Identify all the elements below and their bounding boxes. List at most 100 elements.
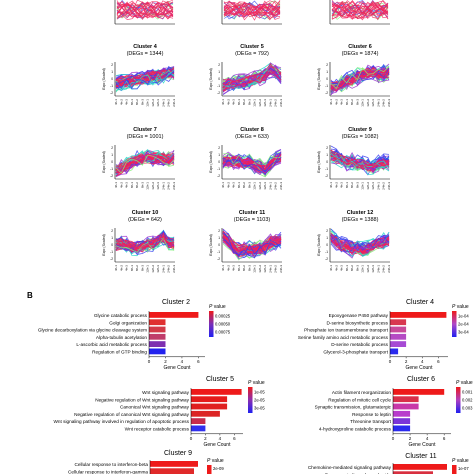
y-axis-label: Expr.(Scaled) <box>209 151 213 173</box>
x-tick-label: 4h-3 <box>340 182 344 188</box>
legend-tick-label: 2e-09 <box>213 466 224 471</box>
go-term-label: Glycerol-3-phosphate transport <box>323 350 388 355</box>
x-tick-label: 12h-3 <box>371 182 375 190</box>
expression-line <box>116 0 174 18</box>
expression-line <box>116 3 174 19</box>
bar <box>390 319 407 326</box>
x-axis-label: Gene Count <box>204 442 232 448</box>
cluster-deg-count: (DEGs = 1874) <box>342 51 379 57</box>
legend-tick-label: 0.00025 <box>215 314 231 319</box>
x-tick-label: 4h-1 <box>114 99 118 105</box>
y-tick-label: 2 <box>326 146 328 150</box>
y-tick-label: -1 <box>325 84 328 88</box>
go-term-label: Wnt signaling pathway <box>142 390 190 395</box>
cluster-panel: Cluster 6(DEGs = 1874) Expr.(Scaled) 2 1 0 -1… <box>317 44 391 107</box>
expression-line <box>223 1 281 20</box>
x-tick-label: 0 <box>190 436 193 441</box>
x-tick-label: 12h-1 <box>146 99 150 107</box>
x-tick-label: 24h-1 <box>376 99 380 107</box>
x-axis-label: Gene Count <box>409 442 437 448</box>
expression-line <box>115 154 175 174</box>
legend-title: P value <box>209 304 226 310</box>
x-tick-label: 4h-3 <box>125 182 129 188</box>
expression-line <box>222 72 282 89</box>
expression-line <box>222 156 282 171</box>
go-term-label: Epoxygenase P450 pathway <box>329 313 389 318</box>
panel-a-top-row-partial <box>114 0 390 25</box>
expression-line <box>331 1 389 20</box>
y-tick-label: -2 <box>325 174 328 178</box>
cluster-deg-count: (DEGs = 1001) <box>127 134 164 140</box>
y-axis-label: Expr.(Scaled) <box>209 234 213 256</box>
y-tick-label: -2 <box>217 174 220 178</box>
expression-line <box>222 73 282 86</box>
y-tick-label: -2 <box>110 174 113 178</box>
y-tick-label: 0 <box>111 160 113 164</box>
y-axis-label: Expr.(Scaled) <box>209 68 213 90</box>
x-tick-label: 12h-3 <box>371 265 375 273</box>
go-term-label: D-serine metabolic process <box>331 342 388 347</box>
expression-line <box>222 237 281 251</box>
x-tick-label: 24h-3 <box>387 182 391 190</box>
x-tick-label: 24h-2 <box>274 99 278 107</box>
bar <box>149 333 166 340</box>
x-tick-label: 4 <box>181 359 184 364</box>
barplot-title: Cluster 11 <box>405 453 436 460</box>
bar <box>393 464 447 470</box>
x-tick-label: 24h-1 <box>268 182 272 190</box>
y-tick-label: -2 <box>325 91 328 95</box>
x-tick-label: 6 <box>233 436 236 441</box>
legend-colorbar <box>209 311 214 337</box>
expression-line <box>330 239 390 253</box>
x-tick-label: 2 <box>405 359 408 364</box>
x-tick-label: 24h-1 <box>268 265 272 273</box>
legend-tick-label: 1e-05 <box>254 390 265 395</box>
go-term-label: Glycine catabolic process <box>94 313 148 318</box>
x-tick-label: 4h-3 <box>232 265 236 271</box>
y-tick-label: -1 <box>110 250 113 254</box>
y-tick-label: 2 <box>218 229 220 233</box>
y-tick-label: 0 <box>326 77 328 81</box>
x-tick-label: 4h-2 <box>119 182 123 188</box>
y-tick-label: 1 <box>326 70 328 74</box>
expression-line <box>222 156 282 175</box>
bar <box>390 333 407 340</box>
legend-tick-label: 1e-04 <box>458 314 469 319</box>
x-tick-label: 24h-1 <box>161 182 165 190</box>
y-tick-label: 2 <box>111 63 113 67</box>
cluster-panel: Cluster 10(DEGs = 642) Expr.(Scaled) 2 1 0 -1… <box>102 210 176 273</box>
y-tick-label: 2 <box>111 146 113 150</box>
legend-tick-label: 0.003 <box>462 406 473 411</box>
expression-line <box>115 150 175 169</box>
legend-title: P value <box>207 458 224 464</box>
x-tick-label: 12h-1 <box>253 182 257 190</box>
y-tick-label: -2 <box>325 257 328 261</box>
x-tick-label: 12h-3 <box>263 182 267 190</box>
expression-line <box>115 70 175 91</box>
expression-line <box>115 73 175 91</box>
cluster-panel: Cluster 7(DEGs = 1001) Expr.(Scaled) 2 1 0 -1… <box>102 127 176 190</box>
expression-line <box>223 2 281 21</box>
legend-title: P value <box>452 304 469 310</box>
go-term-label: Synaptic transmission, glutamatergic <box>315 405 392 410</box>
bar <box>149 319 166 326</box>
go-term-label: Cellular response to interferon-beta <box>75 462 149 467</box>
x-tick-label: 12h-3 <box>263 99 267 107</box>
x-tick-label: 8h-3 <box>140 182 144 188</box>
x-tick-label: 24h-3 <box>172 182 176 190</box>
expression-line <box>330 234 390 254</box>
cluster-title: Cluster 8 <box>240 127 264 133</box>
p-value-legend: P value 1e-05 2e-05 3e-05 <box>248 380 265 413</box>
cluster-deg-count: (DEGs = 642) <box>128 217 162 223</box>
expression-line <box>222 72 282 89</box>
expression-line <box>115 237 175 255</box>
y-tick-label: 0 <box>218 77 220 81</box>
expression-line <box>222 63 282 85</box>
x-tick-label: 12h-2 <box>366 182 370 190</box>
bar <box>149 341 166 347</box>
x-tick-label: 12h-2 <box>366 99 370 107</box>
legend-colorbar <box>452 465 457 474</box>
go-term-label: Golgi organization <box>109 320 147 325</box>
x-tick-label: 4h-2 <box>226 99 230 105</box>
y-tick-label: 2 <box>111 229 113 233</box>
